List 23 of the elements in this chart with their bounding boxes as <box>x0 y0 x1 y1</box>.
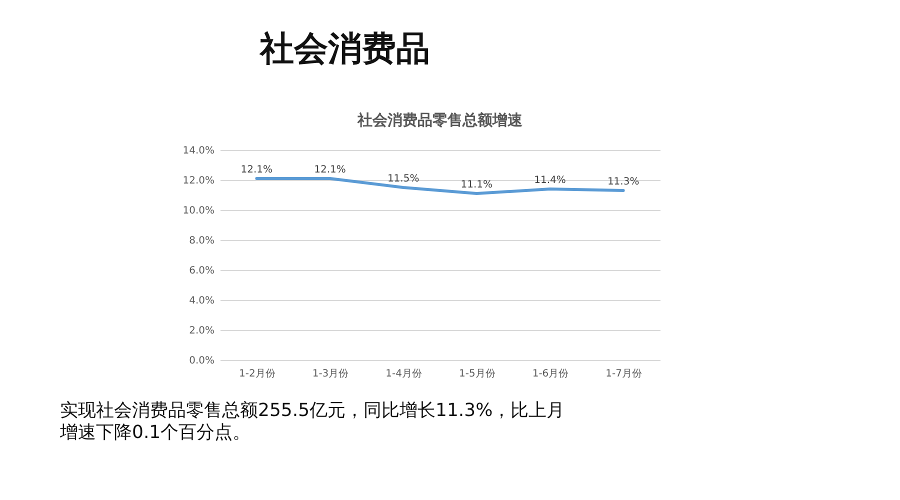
y-tick-label: 4.0% <box>189 296 214 306</box>
data-label: 12.1% <box>314 164 346 176</box>
y-tick-label: 8.0% <box>189 236 214 246</box>
y-tick-label: 6.0% <box>189 266 214 276</box>
text: 社会消费品 <box>259 29 430 69</box>
y-tick-label: 10.0% <box>182 206 214 216</box>
x-tick-label: 1-6月份 <box>532 368 569 380</box>
data-label: 11.4% <box>534 175 566 186</box>
y-tick-label: 12.0% <box>182 176 214 186</box>
y-tick-label: 2.0% <box>189 326 214 336</box>
data-label: 11.3% <box>607 176 640 188</box>
data-label: 11.5% <box>387 174 420 184</box>
y-tick-label: 0.0% <box>189 356 214 366</box>
x-tick-label: 1-7月份 <box>606 368 642 380</box>
x-tick-label: 1-4月份 <box>386 368 422 380</box>
chart-title: 社会消费品零售总额增速 <box>356 111 524 129</box>
text: 实现社会消费品零售总额255.5亿元，同比增长11.3%，比上月增速下降0.1个百分点。 <box>59 400 565 443</box>
y-tick-label: 14.0% <box>182 146 214 156</box>
data-label: 12.1% <box>240 164 273 176</box>
x-tick-label: 1-2月份 <box>238 368 276 380</box>
x-tick-label: 1-5月份 <box>458 368 496 380</box>
x-tick-label: 1-3月份 <box>312 368 349 380</box>
data-label: 11.1% <box>460 180 493 190</box>
